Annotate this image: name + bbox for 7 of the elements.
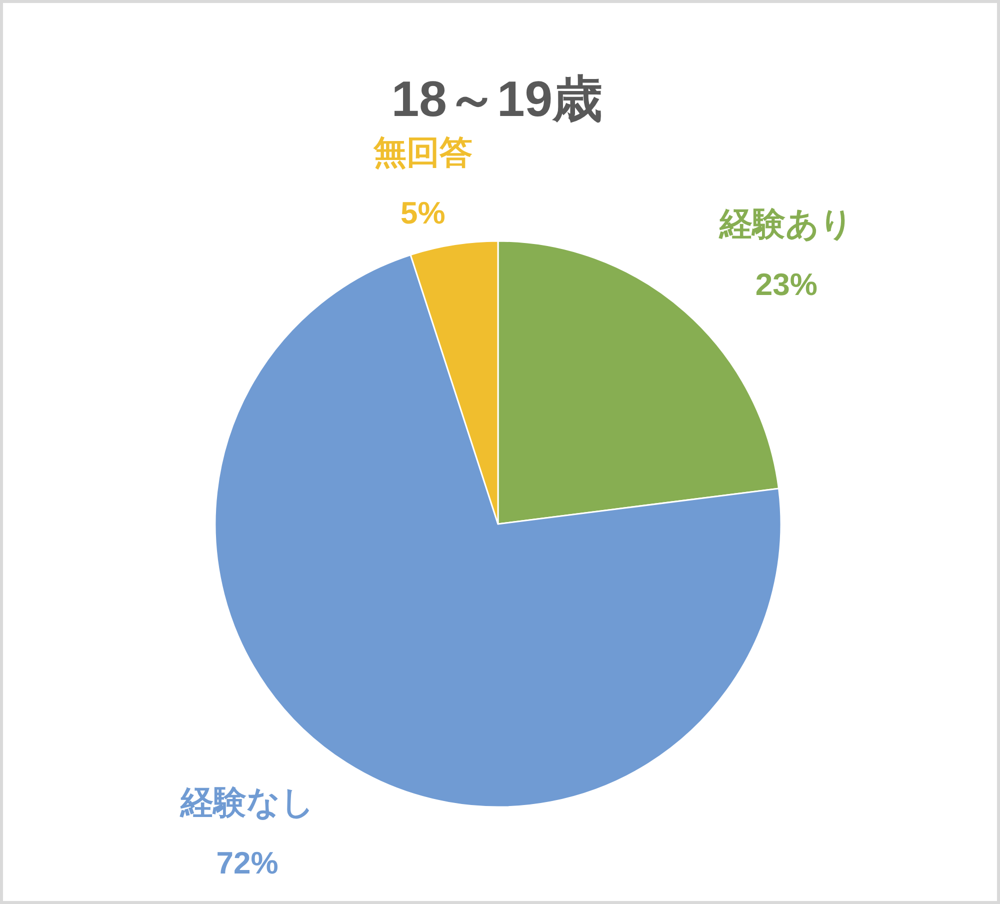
label: 無回答: [373, 134, 472, 171]
label: 経験あり: [719, 204, 854, 242]
value-label: 5%: [400, 196, 446, 231]
value-label: 23%: [755, 266, 818, 302]
value-label: 72%: [216, 845, 278, 880]
label: 経験なし: [180, 783, 314, 820]
chart-title: 18～19歳: [391, 71, 603, 127]
